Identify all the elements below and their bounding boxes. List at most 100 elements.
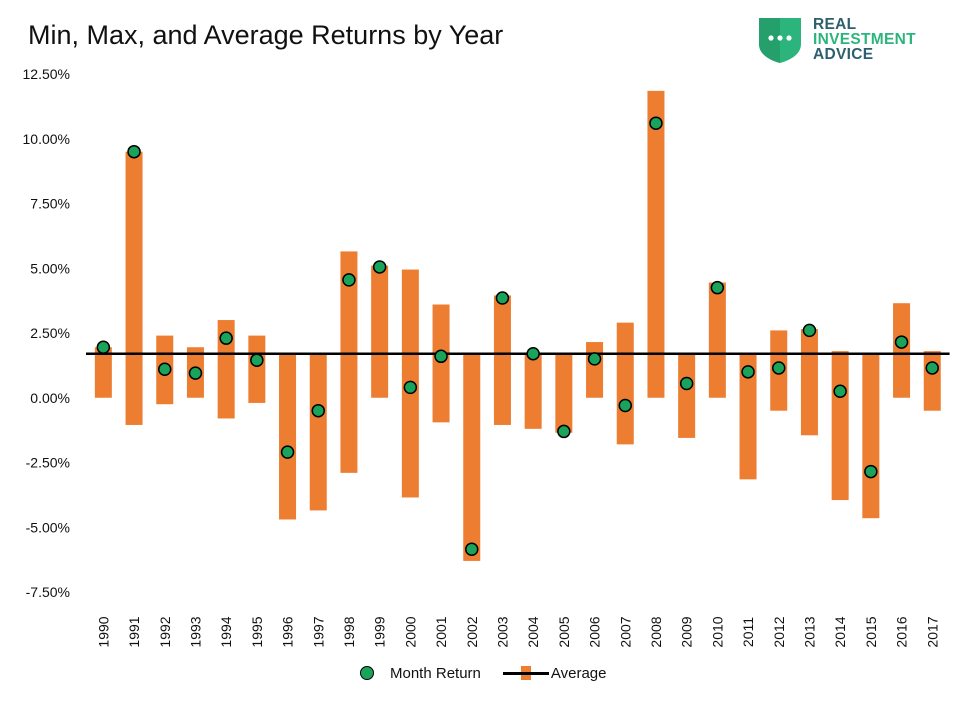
- month-return-point: [618, 398, 632, 413]
- x-tick-label: 1997: [310, 616, 326, 647]
- legend-dot-marker: [360, 666, 374, 680]
- x-tick-label: 2014: [832, 616, 848, 647]
- y-tick-label: 5.00%: [30, 260, 70, 276]
- x-tick-label: 2010: [709, 616, 725, 647]
- month-return-point: [372, 260, 387, 274]
- range-bar: [309, 353, 327, 511]
- x-tick-label: 2013: [801, 616, 817, 647]
- range-bar: [371, 265, 389, 398]
- x-tick-label: 1995: [249, 616, 265, 647]
- month-return-point: [127, 144, 141, 159]
- range-bars: [94, 90, 941, 561]
- y-axis: 12.50% 10.00% 7.50% 5.00% 2.50% 0.00% -2.50% -5…: [23, 66, 70, 600]
- x-axis: 1990 1991 1992 1993 1994 1995 1996 1997 1998 1999…: [95, 616, 940, 647]
- range-bar: [555, 353, 573, 433]
- month-return-dots: [96, 116, 939, 557]
- legend-item-month-return: Month Return: [360, 665, 481, 682]
- month-return-point: [434, 349, 448, 364]
- x-tick-label: 2011: [740, 617, 756, 647]
- month-return-point: [710, 280, 725, 295]
- y-tick-label: -7.50%: [26, 584, 70, 600]
- x-tick-label: 2003: [494, 616, 510, 647]
- range-bar: [493, 295, 511, 425]
- logo-line-investment: INVESTMENT: [813, 31, 916, 48]
- range-bar: [678, 353, 696, 438]
- x-tick-label: 2015: [863, 616, 879, 647]
- range-bar: [340, 251, 358, 473]
- month-return-point: [158, 362, 172, 377]
- logo-line-advice: ADVICE: [813, 46, 874, 63]
- month-return-point: [526, 346, 540, 361]
- month-return-point: [679, 376, 694, 391]
- month-return-point: [311, 403, 325, 418]
- y-tick-label: -2.50%: [26, 455, 70, 471]
- range-bar: [94, 347, 112, 398]
- x-tick-label: 1991: [126, 616, 142, 647]
- x-tick-label: 2009: [679, 616, 695, 647]
- y-tick-label: 10.00%: [23, 131, 70, 147]
- y-tick-label: 0.00%: [30, 390, 70, 406]
- legend: Month Return Average: [360, 662, 629, 684]
- month-return-point: [465, 542, 479, 557]
- range-bar: [800, 329, 818, 436]
- range-bar: [647, 90, 665, 398]
- x-tick-label: 1990: [95, 616, 111, 647]
- month-return-point: [741, 365, 755, 379]
- month-return-point: [802, 323, 817, 338]
- x-tick-label: 2016: [894, 616, 910, 647]
- legend-average-swatch: [502, 666, 549, 680]
- range-bar: [217, 320, 235, 419]
- x-tick-label: 1992: [157, 616, 173, 647]
- range-bar: [923, 351, 941, 411]
- y-tick-label: 7.50%: [30, 196, 70, 212]
- month-return-point: [587, 352, 602, 366]
- month-return-point: [219, 331, 233, 345]
- month-return-point: [495, 291, 510, 305]
- x-tick-label: 2017: [924, 616, 940, 647]
- legend-item-average: Average: [502, 664, 607, 682]
- y-tick-label: -5.00%: [26, 519, 70, 535]
- legend-label-month-return: Month Return: [390, 664, 481, 682]
- month-return-point: [403, 380, 418, 395]
- month-return-point: [772, 361, 786, 375]
- month-return-point: [96, 340, 111, 354]
- month-return-point: [188, 366, 203, 380]
- month-return-point: [280, 445, 295, 459]
- month-return-point: [557, 424, 571, 439]
- month-return-point: [864, 464, 878, 479]
- range-bar: [739, 353, 757, 480]
- x-tick-label: 2005: [556, 616, 572, 647]
- range-bar: [616, 322, 634, 445]
- range-bar: [586, 342, 604, 398]
- x-tick-label: 1996: [280, 616, 296, 647]
- range-bar: [862, 353, 880, 519]
- range-bar: [248, 335, 266, 403]
- x-tick-label: 2012: [771, 616, 787, 647]
- y-tick-label: 12.50%: [23, 66, 70, 82]
- month-return-point: [649, 116, 663, 130]
- x-tick-label: 2008: [648, 616, 664, 647]
- real-investment-advice-logo: REAL INVESTMENT ADVICE: [755, 16, 965, 66]
- range-bar: [432, 304, 450, 423]
- range-bar: [831, 351, 849, 501]
- month-return-point: [250, 353, 264, 367]
- x-tick-label: 2007: [617, 616, 633, 647]
- range-bar: [463, 353, 481, 561]
- range-bar: [708, 282, 726, 398]
- range-bar: [893, 303, 911, 398]
- x-tick-label: 2002: [464, 616, 480, 647]
- chat-bubble-shield-icon: [759, 18, 801, 63]
- logo-line-real: REAL: [813, 16, 857, 33]
- legend-label-average: Average: [550, 664, 607, 682]
- range-bar: [125, 151, 143, 425]
- x-tick-label: 2006: [587, 616, 603, 647]
- range-bar: [279, 353, 297, 520]
- x-tick-label: 1994: [218, 616, 234, 647]
- chart-title: Min, Max, and Average Returns by Year: [28, 20, 504, 50]
- range-bar: [524, 353, 542, 429]
- x-tick-label: 2004: [525, 616, 541, 647]
- y-tick-label: 2.50%: [30, 325, 70, 341]
- month-return-point: [342, 273, 356, 287]
- x-tick-label: 2000: [402, 616, 418, 647]
- month-return-point: [894, 335, 909, 349]
